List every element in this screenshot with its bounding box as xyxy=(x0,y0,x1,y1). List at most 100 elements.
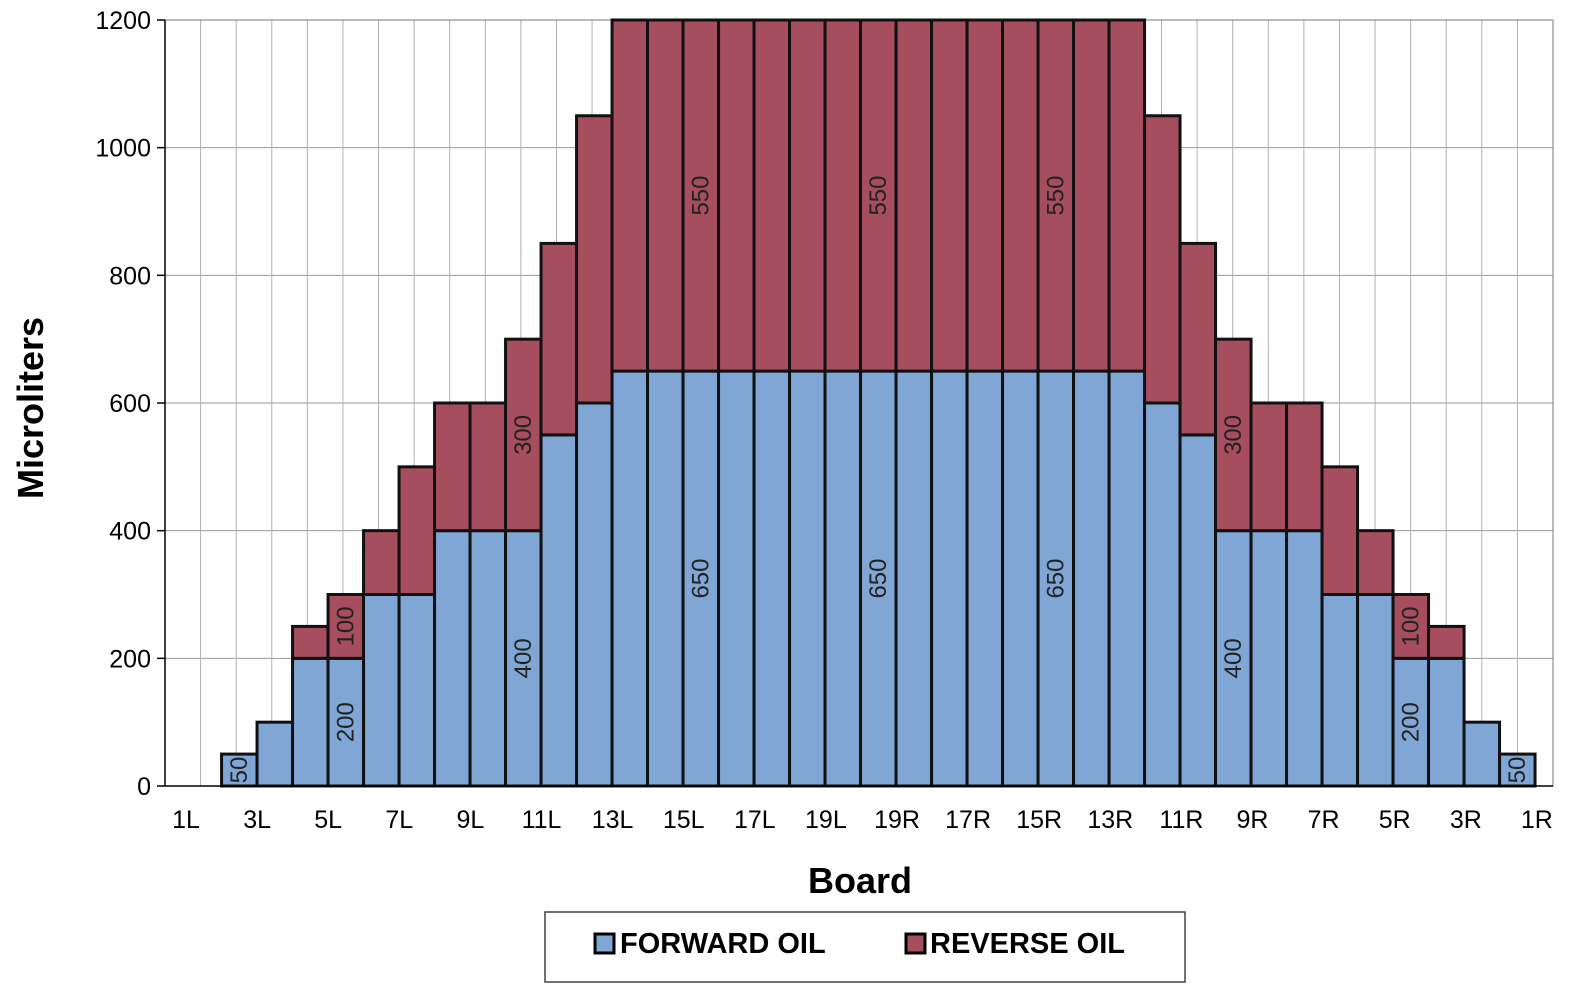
data-label: 100 xyxy=(332,606,359,646)
bar-forward-oil xyxy=(681,369,721,788)
legend-box xyxy=(544,911,1186,983)
bar-forward-oil xyxy=(362,593,401,788)
data-label: 650 xyxy=(687,559,714,599)
data-label: 300 xyxy=(510,415,537,455)
legend: FORWARD OIL REVERSE OIL xyxy=(544,911,1186,983)
bar-forward-oil xyxy=(930,369,969,788)
bar-forward-oil xyxy=(1072,369,1111,788)
x-tick-label: 7L xyxy=(385,806,413,834)
bar-reverse-oil xyxy=(1001,18,1040,373)
bar-reverse-oil xyxy=(1249,401,1289,533)
bar-forward-oil xyxy=(1285,529,1324,788)
x-tick-label: 5R xyxy=(1379,806,1411,834)
y-tick-label: 0 xyxy=(137,773,151,801)
x-tick-label: 11L xyxy=(522,806,562,834)
bar-reverse-oil xyxy=(1356,529,1395,597)
bar-reverse-oil xyxy=(610,18,650,373)
bar-forward-oil xyxy=(1462,720,1502,788)
bar-reverse-oil xyxy=(646,18,685,373)
y-tick-label: 400 xyxy=(109,518,151,546)
bar-forward-oil xyxy=(1356,593,1395,788)
x-tick-label: 11R xyxy=(1159,806,1203,834)
bar-forward-oil xyxy=(1249,529,1289,788)
x-tick-label: 5L xyxy=(314,806,342,834)
bar-reverse-oil xyxy=(539,241,579,437)
bar-forward-oil xyxy=(468,529,508,788)
data-label: 550 xyxy=(865,176,892,216)
bar-forward-oil xyxy=(965,369,1005,788)
x-tick-label: 7R xyxy=(1308,806,1340,834)
legend-swatch-forward-oil xyxy=(593,932,616,955)
x-tick-label: 1L xyxy=(172,806,200,834)
bar-forward-oil xyxy=(646,369,685,788)
data-label: 550 xyxy=(1042,176,1069,216)
bar-forward-oil xyxy=(1178,433,1218,788)
bar-reverse-oil xyxy=(433,401,472,533)
data-label: 400 xyxy=(1220,638,1247,678)
bar-reverse-oil xyxy=(291,624,330,660)
bar-reverse-oil xyxy=(1391,593,1431,660)
bar-reverse-oil xyxy=(575,114,614,405)
bar-reverse-oil xyxy=(859,18,898,373)
bar-reverse-oil xyxy=(1178,241,1218,437)
x-tick-label: 17R xyxy=(945,806,991,834)
data-label: 650 xyxy=(865,559,892,599)
data-label: 650 xyxy=(1042,559,1069,599)
legend-label-forward-oil: FORWARD OIL xyxy=(620,928,826,960)
bar-forward-oil xyxy=(752,369,792,788)
data-label: 100 xyxy=(1397,606,1424,646)
axes: 0 200 400 600 800 1000 1200 1L 3L 5L 7L 9L 11L 13L 15L… xyxy=(95,7,1553,834)
bar-reverse-oil xyxy=(1143,114,1182,405)
y-axis-title: Microliters xyxy=(10,317,51,499)
y-tick-label: 1200 xyxy=(95,7,151,35)
y-tick-label: 800 xyxy=(109,262,151,290)
bar-forward-oil xyxy=(255,720,295,788)
bar-reverse-oil xyxy=(468,401,508,533)
x-tick-label: 17L xyxy=(734,806,776,834)
x-tick-label: 3L xyxy=(243,806,271,834)
bar-forward-oil xyxy=(575,401,614,788)
bar-reverse-oil xyxy=(326,593,366,660)
y-tick-label: 200 xyxy=(109,645,151,673)
x-tick-label: 19L xyxy=(805,806,847,834)
bar-forward-oil xyxy=(1143,401,1182,788)
data-label: 50 xyxy=(226,757,253,784)
bar-reverse-oil xyxy=(894,18,934,373)
legend-swatch-reverse-oil xyxy=(904,932,927,955)
bar-forward-oil xyxy=(788,369,827,788)
x-tick-label: 15L xyxy=(663,806,705,834)
bar-forward-oil xyxy=(717,369,756,788)
bar-reverse-oil xyxy=(362,529,401,597)
x-tick-label: 13R xyxy=(1087,806,1133,834)
bar-reverse-oil xyxy=(823,18,863,373)
x-tick-label: 19R xyxy=(874,806,920,834)
bars xyxy=(220,18,1537,788)
bar-reverse-oil xyxy=(788,18,827,373)
bar-reverse-oil xyxy=(752,18,792,373)
bar-reverse-oil xyxy=(504,337,543,533)
bar-forward-oil xyxy=(1320,593,1360,788)
bar-forward-oil xyxy=(539,433,579,788)
x-tick-label: 1R xyxy=(1521,806,1553,834)
bar-reverse-oil xyxy=(1320,465,1360,597)
bar-reverse-oil xyxy=(717,18,756,373)
bar-forward-oil xyxy=(397,593,437,788)
bar-forward-oil xyxy=(823,369,863,788)
y-tick-label: 600 xyxy=(109,390,151,418)
data-labels: 50 200 100 400 300 650 550 650 550 650 550 400 300 20… xyxy=(226,176,1531,784)
bar-forward-oil xyxy=(894,369,934,788)
data-label: 300 xyxy=(1220,415,1247,455)
x-tick-label: 9R xyxy=(1237,806,1269,834)
data-label: 200 xyxy=(1397,702,1424,742)
bar-reverse-oil xyxy=(1427,624,1466,660)
bar-reverse-oil xyxy=(1285,401,1324,533)
x-axis-title: Board xyxy=(808,860,912,901)
bar-forward-oil xyxy=(1001,369,1040,788)
bar-forward-oil xyxy=(1107,369,1147,788)
y-tick-label: 1000 xyxy=(95,135,151,163)
bar-reverse-oil xyxy=(1072,18,1111,373)
x-tick-label: 3R xyxy=(1450,806,1482,834)
data-label: 50 xyxy=(1504,757,1531,784)
x-tick-label: 15R xyxy=(1016,806,1062,834)
